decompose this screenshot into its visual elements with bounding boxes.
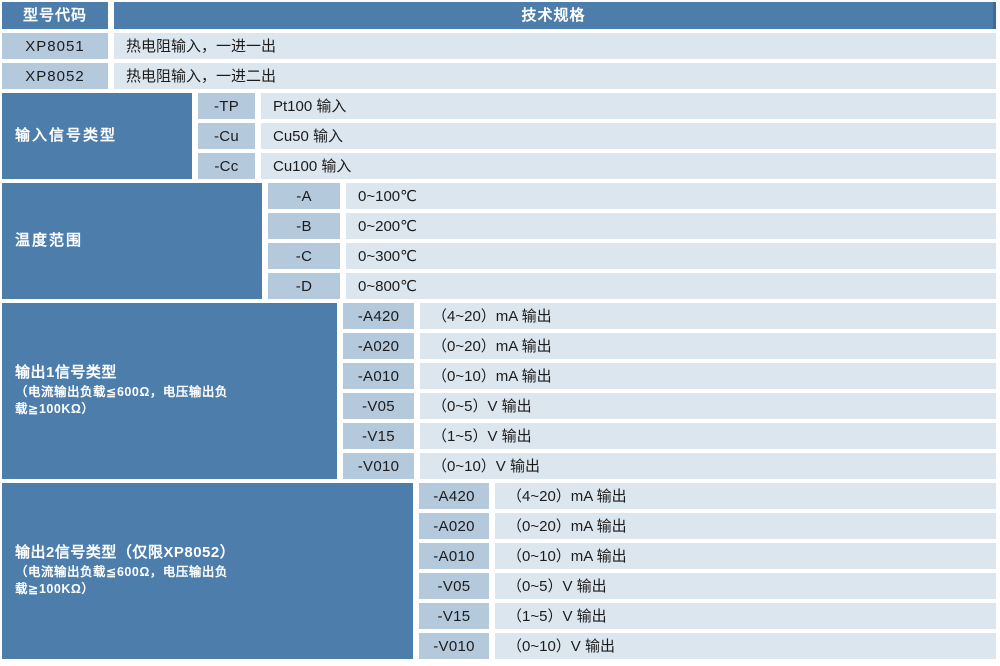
tech-spec-column-header: 技术规格	[114, 2, 996, 29]
model-code: XP8052	[2, 63, 108, 89]
section-output1-signal-type: 输出1信号类型 （电流输出负载≦600Ω，电压输出负 载≧100KΩ） -A42…	[2, 303, 996, 479]
table-row: -V010 （0~10）V 输出	[419, 633, 996, 659]
option-code: -A	[268, 183, 340, 209]
table-row: -V05 （0~5）V 输出	[343, 393, 996, 419]
table-row: -Cu Cu50 输入	[198, 123, 996, 149]
option-code: -A010	[419, 543, 489, 569]
section-load-note-line1: （电流输出负载≦600Ω，电压输出负	[15, 564, 228, 579]
section-rows: -A420 （4~20）mA 输出 -A020 （0~20）mA 输出 -A01…	[343, 303, 996, 479]
section-temperature-range: 温度范围 -A 0~100℃ -B 0~200℃ -C 0~300℃ -D 0~…	[2, 183, 996, 299]
temperature-range-block: 温度范围	[2, 183, 262, 299]
table-row: -Cc Cu100 输入	[198, 153, 996, 179]
section-load-note-line1: （电流输出负载≦600Ω，电压输出负	[15, 384, 228, 399]
section-input-signal-type: 输入信号类型 -TP Pt100 输入 -Cu Cu50 输入 -Cc Cu10…	[2, 93, 996, 179]
option-code: -A020	[343, 333, 414, 359]
option-code: -V05	[343, 393, 414, 419]
option-code: -V15	[343, 423, 414, 449]
option-code: -Cu	[198, 123, 255, 149]
option-code: -TP	[198, 93, 255, 119]
table-row: -A020 （0~20）mA 输出	[419, 513, 996, 539]
option-code: -V15	[419, 603, 489, 629]
table-header-row: 型号代码 技术规格	[2, 2, 996, 29]
table-row-model-xp8051: XP8051 热电阻输入，一进一出	[2, 33, 996, 59]
table-row: -D 0~800℃	[268, 273, 996, 299]
option-code: -B	[268, 213, 340, 239]
section-output2-signal-type: 输出2信号类型（仅限XP8052） （电流输出负载≦600Ω，电压输出负 载≧1…	[2, 483, 996, 659]
option-desc: （1~5）V 输出	[495, 603, 996, 629]
section-rows: -A420 （4~20）mA 输出 -A020 （0~20）mA 输出 -A01…	[419, 483, 996, 659]
option-code: -C	[268, 243, 340, 269]
option-desc: （0~10）mA 输出	[495, 543, 996, 569]
table-row: -V15 （1~5）V 输出	[419, 603, 996, 629]
section-title: 输出2信号类型（仅限XP8052）	[15, 544, 236, 562]
section-load-note-line2: 载≧100KΩ）	[15, 582, 95, 597]
option-code: -A420	[419, 483, 489, 509]
table-row: -A010 （0~10）mA 输出	[419, 543, 996, 569]
table-row: -A010 （0~10）mA 输出	[343, 363, 996, 389]
table-row-model-xp8052: XP8052 热电阻输入，一进二出	[2, 63, 996, 89]
option-desc: （0~10）V 输出	[420, 453, 996, 479]
option-code: -D	[268, 273, 340, 299]
option-desc: （1~5）V 输出	[420, 423, 996, 449]
model-code-column-header: 型号代码	[2, 2, 108, 29]
section-rows: -A 0~100℃ -B 0~200℃ -C 0~300℃ -D 0~800℃	[268, 183, 996, 299]
section-title: 输出1信号类型	[15, 364, 117, 382]
option-desc: Cu50 输入	[261, 123, 996, 149]
option-code: -A020	[419, 513, 489, 539]
option-code: -A420	[343, 303, 414, 329]
table-row: -A420 （4~20）mA 输出	[343, 303, 996, 329]
option-desc: （4~20）mA 输出	[495, 483, 996, 509]
option-desc: Cu100 输入	[261, 153, 996, 179]
option-desc: 0~800℃	[346, 273, 996, 299]
input-signal-type-block: 输入信号类型	[2, 93, 192, 179]
option-desc: （0~20）mA 输出	[495, 513, 996, 539]
option-code: -A010	[343, 363, 414, 389]
option-code: -Cc	[198, 153, 255, 179]
option-desc: （0~20）mA 输出	[420, 333, 996, 359]
table-row: -V010 （0~10）V 输出	[343, 453, 996, 479]
option-desc: （0~5）V 输出	[495, 573, 996, 599]
table-row: -V15 （1~5）V 输出	[343, 423, 996, 449]
table-row: -A420 （4~20）mA 输出	[419, 483, 996, 509]
table-row: -C 0~300℃	[268, 243, 996, 269]
option-desc: Pt100 输入	[261, 93, 996, 119]
output2-signal-type-block: 输出2信号类型（仅限XP8052） （电流输出负载≦600Ω，电压输出负 载≧1…	[2, 483, 413, 659]
table-row: -V05 （0~5）V 输出	[419, 573, 996, 599]
table-row: -A020 （0~20）mA 输出	[343, 333, 996, 359]
section-rows: -TP Pt100 输入 -Cu Cu50 输入 -Cc Cu100 输入	[198, 93, 996, 179]
section-title: 输入信号类型	[15, 126, 118, 144]
model-desc: 热电阻输入，一进一出	[114, 33, 996, 59]
option-desc: 0~100℃	[346, 183, 996, 209]
section-load-note-line2: 载≧100KΩ）	[15, 402, 95, 417]
option-code: -V05	[419, 573, 489, 599]
table-row: -A 0~100℃	[268, 183, 996, 209]
option-code: -V010	[343, 453, 414, 479]
output1-signal-type-block: 输出1信号类型 （电流输出负载≦600Ω，电压输出负 载≧100KΩ）	[2, 303, 337, 479]
model-desc: 热电阻输入，一进二出	[114, 63, 996, 89]
option-code: -V010	[419, 633, 489, 659]
option-desc: 0~300℃	[346, 243, 996, 269]
option-desc: （0~10）mA 输出	[420, 363, 996, 389]
option-desc: （4~20）mA 输出	[420, 303, 996, 329]
table-row: -TP Pt100 输入	[198, 93, 996, 119]
table-row: -B 0~200℃	[268, 213, 996, 239]
option-desc: （0~5）V 输出	[420, 393, 996, 419]
section-title: 温度范围	[15, 231, 84, 249]
option-desc: 0~200℃	[346, 213, 996, 239]
option-desc: （0~10）V 输出	[495, 633, 996, 659]
model-code: XP8051	[2, 33, 108, 59]
